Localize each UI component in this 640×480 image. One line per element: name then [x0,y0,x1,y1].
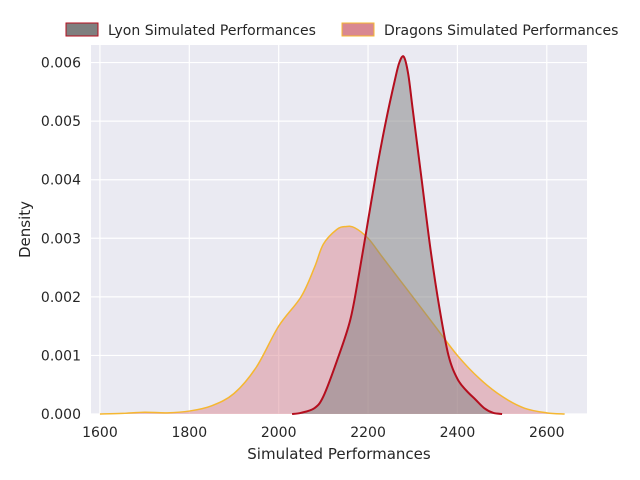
y-tick-label: 0.005 [41,114,81,130]
y-tick-label: 0.006 [41,56,81,72]
lyon-simulated-performances-line [291,55,503,415]
x-tick-label: 2400 [440,425,476,441]
x-tick-label: 2600 [529,425,565,441]
x-tick-label: 1600 [82,425,118,441]
dragons-simulated-performances-legend-swatch [341,22,375,37]
x-axis-label: Simulated Performances [247,445,431,463]
dragons-simulated-performances-legend-label: Dragons Simulated Performances [384,23,618,39]
lyon-simulated-performances-area [292,56,503,415]
lyon-simulated-performances-legend-label: Lyon Simulated Performances [108,23,316,39]
series-layer [99,55,565,415]
x-tick-label: 2000 [261,425,297,441]
x-tick-label: 2200 [350,425,386,441]
y-tick-label: 0.001 [41,348,81,364]
y-tick-label: 0.000 [41,407,81,423]
y-tick-label: 0.003 [41,231,81,247]
x-axis-ticks: 1600 1800 2000 2200 2400 2600 [82,425,564,441]
y-axis-ticks: 0.000 0.001 0.002 0.003 0.004 0.005 0.006 [41,56,81,423]
dragons-simulated-performances-line [99,225,565,415]
legend: Lyon Simulated Performances Dragons Simul… [65,22,618,39]
lyon-simulated-performances-legend-swatch [65,22,99,37]
y-tick-label: 0.002 [41,290,81,306]
y-tick-label: 0.004 [41,173,81,189]
x-tick-label: 1800 [171,425,207,441]
y-axis-label: Density [16,201,34,258]
